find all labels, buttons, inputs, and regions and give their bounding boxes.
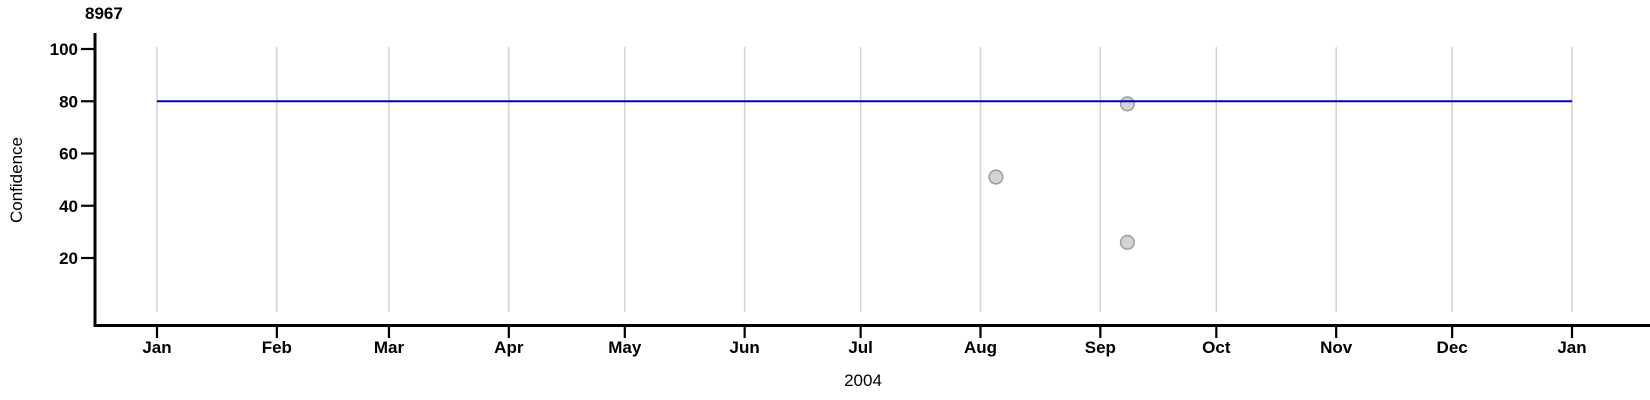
y-tick-label: 20: [59, 249, 78, 268]
y-tick-label: 80: [59, 92, 78, 111]
x-tick-label: Dec: [1437, 338, 1468, 357]
x-tick-label: Mar: [374, 338, 405, 357]
x-tick-label: Sep: [1085, 338, 1116, 357]
chart-title: 8967: [85, 4, 123, 23]
x-tick-label: Jun: [730, 338, 760, 357]
y-tick-label: 60: [59, 145, 78, 164]
x-tick-label: Oct: [1202, 338, 1231, 357]
x-tick-label: Jan: [142, 338, 171, 357]
x-tick-label: Jul: [848, 338, 873, 357]
x-axis-label: 2004: [844, 371, 882, 390]
data-point: [1119, 234, 1135, 250]
x-tick-label: Aug: [964, 338, 997, 357]
x-tick-label: Jan: [1557, 338, 1586, 357]
data-point: [1119, 96, 1135, 112]
y-tick-label: 40: [59, 197, 78, 216]
x-tick-label: Feb: [262, 338, 292, 357]
x-tick-label: May: [608, 338, 642, 357]
x-tick-label: Apr: [494, 338, 524, 357]
data-point: [988, 169, 1004, 185]
x-tick-label: Nov: [1320, 338, 1353, 357]
y-tick-label: 100: [50, 40, 78, 59]
